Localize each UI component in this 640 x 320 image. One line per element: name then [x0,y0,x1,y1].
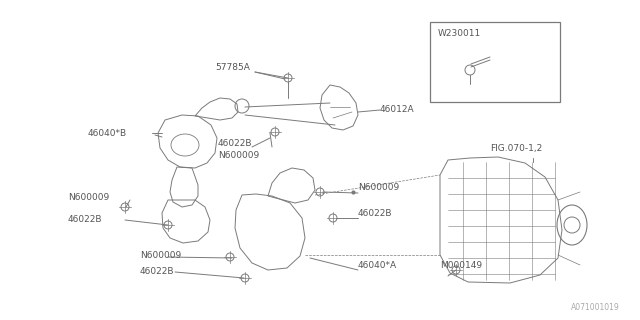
Text: N600009: N600009 [218,150,259,159]
Text: W230011: W230011 [438,29,481,38]
Text: N600009: N600009 [68,193,109,202]
Text: 46022B: 46022B [218,139,253,148]
Text: 46022B: 46022B [358,209,392,218]
Text: 46022B: 46022B [140,268,175,276]
Text: 46040*A: 46040*A [358,260,397,269]
Text: 46012A: 46012A [380,106,415,115]
Bar [430,22,560,102]
Text: 46022B: 46022B [68,215,102,225]
Text: N600009: N600009 [140,251,181,260]
Text: N600009: N600009 [358,183,399,193]
Text: 57785A: 57785A [215,63,250,73]
Text: A071001019: A071001019 [572,303,620,313]
Text: M000149: M000149 [440,260,482,269]
Text: FIG.070-1,2: FIG.070-1,2 [490,143,542,153]
Text: 46040*B: 46040*B [88,129,127,138]
